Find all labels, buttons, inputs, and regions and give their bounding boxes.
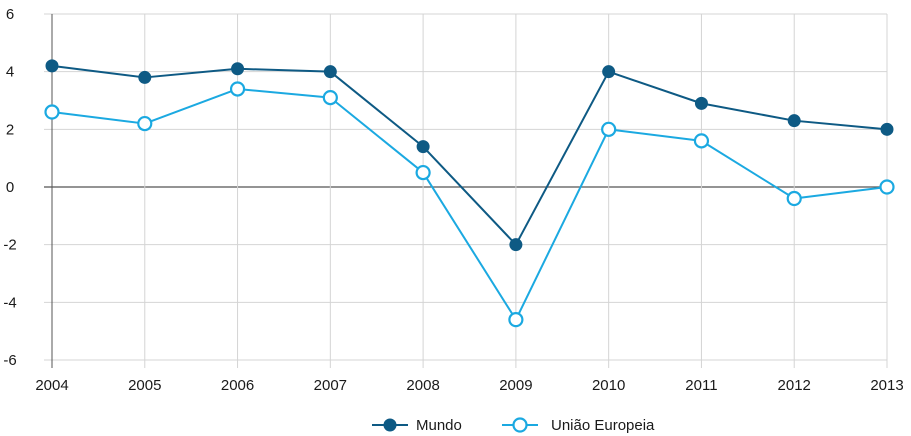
x-tick-label: 2005: [128, 377, 161, 394]
x-tick-label: 2009: [499, 377, 532, 394]
x-tick-label: 2012: [778, 377, 811, 394]
data-point: [879, 179, 895, 195]
data-point: [601, 121, 617, 137]
data-point: [787, 114, 801, 128]
x-tick-label: 2007: [314, 377, 347, 394]
legend-item: Mundo: [372, 417, 462, 434]
legend-label: União Europeia: [551, 417, 655, 434]
y-tick-label: 4: [6, 64, 14, 81]
y-tick-label: 0: [6, 179, 14, 196]
y-tick-label: -4: [3, 294, 16, 311]
data-point: [45, 59, 59, 73]
y-tick-label: 6: [6, 6, 14, 23]
data-point: [322, 90, 338, 106]
x-tick-label: 2013: [870, 377, 903, 394]
data-point: [323, 65, 337, 79]
data-point: [694, 96, 708, 110]
y-tick-label: -6: [3, 352, 16, 369]
series-lines: [44, 59, 895, 328]
legend-marker: [383, 418, 397, 432]
data-point: [415, 164, 431, 181]
series-1: [45, 59, 894, 252]
x-tick-label: 2004: [35, 377, 68, 394]
data-point: [602, 65, 616, 79]
x-tick-label: 2008: [406, 377, 439, 394]
series-line: [51, 64, 888, 246]
series-line: [51, 87, 888, 321]
x-tick-label: 2006: [221, 377, 254, 394]
y-axis-tick-labels: 6 4 2 0 -2 -4 -6: [3, 6, 16, 369]
x-tick-label: 2011: [685, 377, 717, 394]
data-point: [137, 115, 153, 132]
y-tick-label: -2: [3, 237, 16, 254]
data-point: [229, 81, 246, 97]
data-point: [880, 122, 894, 136]
legend-item: União Europeia: [502, 417, 655, 434]
x-tick-label: 2010: [592, 377, 625, 394]
x-axis-tick-labels: 2004 2005 2006 2007 2008 2009 2010 2011 2012 2013: [35, 377, 903, 394]
data-point: [138, 70, 152, 84]
legend-marker: [512, 417, 528, 433]
series-2: [44, 81, 895, 328]
data-point: [508, 312, 524, 328]
data-point: [509, 238, 523, 252]
data-point: [786, 190, 802, 207]
legend-label: Mundo: [416, 417, 462, 434]
data-point: [231, 62, 245, 76]
data-point: [44, 104, 60, 120]
y-tick-label: 2: [6, 121, 14, 138]
data-point: [416, 140, 430, 154]
data-point: [693, 133, 710, 149]
legend: Mundo União Europeia: [372, 417, 655, 434]
